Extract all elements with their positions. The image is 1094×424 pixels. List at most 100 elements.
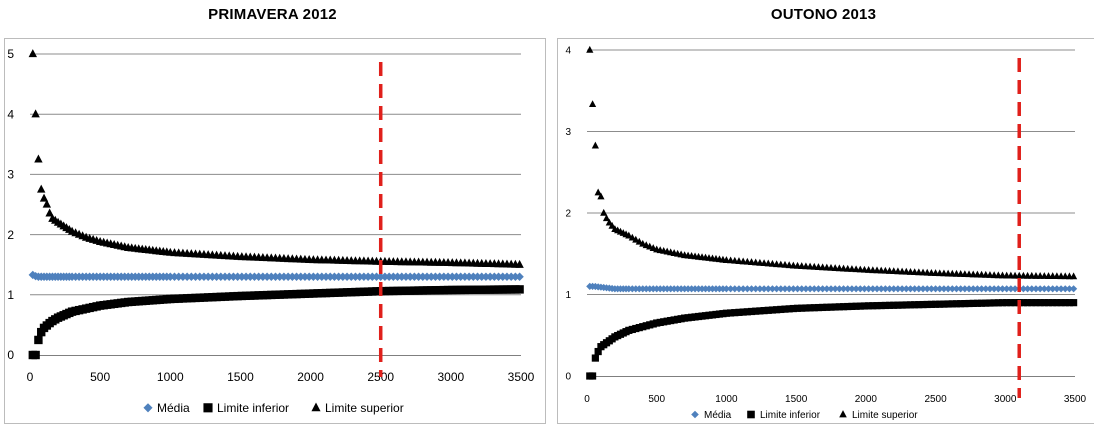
limite-superior-point xyxy=(600,208,608,216)
scatter-chart-outono: 0 1 2 3 4 0 500 1000 1500 2000 2500 3000 3500 Média Li… xyxy=(565,46,1086,422)
limite-superior-point xyxy=(625,231,633,239)
limite-inferior-point xyxy=(460,285,470,295)
x-tick-label: 500 xyxy=(648,394,665,405)
media-point xyxy=(952,285,961,293)
legend-label-superior: Limite superior xyxy=(852,410,918,421)
limite-inferior-point xyxy=(1036,299,1044,307)
limite-inferior-point xyxy=(927,300,935,308)
media-legend-marker xyxy=(143,403,153,413)
limite-inferior-point xyxy=(435,285,444,295)
limite-inferior-point xyxy=(856,302,864,310)
media-point xyxy=(1040,285,1048,293)
limite-superior-point xyxy=(602,214,611,222)
limite-inferior-point xyxy=(877,301,885,310)
limite-inferior-point xyxy=(393,286,402,296)
media-point xyxy=(1036,285,1044,293)
media-point xyxy=(806,285,814,293)
limite-inferior-point xyxy=(422,286,432,295)
limite-inferior-point xyxy=(490,285,499,294)
limite-inferior-point xyxy=(994,299,1002,307)
media-point xyxy=(977,285,986,293)
media-point xyxy=(380,272,390,281)
media-point xyxy=(885,285,894,293)
limite-inferior-point xyxy=(216,292,225,302)
y-tick-label: 2 xyxy=(7,228,14,242)
inferior-legend-marker xyxy=(747,410,755,419)
limite-inferior-point xyxy=(262,290,272,300)
media-point xyxy=(852,285,860,293)
limite-inferior-point xyxy=(1040,299,1048,307)
media-point xyxy=(199,272,209,281)
limite-inferior-point xyxy=(814,303,823,312)
media-point xyxy=(1028,285,1036,293)
media-point xyxy=(494,272,503,281)
limite-inferior-point xyxy=(317,289,326,298)
limite-inferior-point xyxy=(380,286,390,296)
legend: Média Limite inferior Limite superior xyxy=(691,410,918,421)
limite-inferior-point xyxy=(208,293,217,302)
limite-inferior-point xyxy=(330,288,339,297)
media-point xyxy=(431,272,440,281)
limite-inferior-point xyxy=(936,300,944,308)
limite-inferior-point xyxy=(739,308,747,316)
limite-inferior-point xyxy=(309,289,318,298)
media-point xyxy=(250,272,259,281)
limite-inferior-point xyxy=(464,285,474,295)
limite-inferior-point xyxy=(1061,299,1069,307)
media-point xyxy=(814,285,823,293)
media-legend-marker xyxy=(691,410,699,419)
media-point xyxy=(334,272,343,281)
media-point xyxy=(435,272,444,281)
media-point xyxy=(1049,285,1057,293)
media-point xyxy=(860,285,869,293)
limite-inferior-point xyxy=(931,300,940,308)
limite-superior-point xyxy=(635,237,643,245)
limite-inferior-point xyxy=(919,300,927,309)
limite-superior-point xyxy=(31,109,40,118)
media-point xyxy=(856,285,864,293)
media-point xyxy=(347,272,356,281)
limite-inferior-point xyxy=(494,285,503,294)
media-point xyxy=(485,272,495,281)
limite-inferior-point xyxy=(1011,299,1019,307)
media-point xyxy=(835,285,843,293)
limite-superior-point xyxy=(608,221,616,229)
media-point xyxy=(393,272,402,281)
limite-inferior-point xyxy=(777,305,785,314)
limite-inferior-point xyxy=(1053,299,1061,307)
limite-inferior-point xyxy=(368,287,377,296)
media-point xyxy=(178,272,188,281)
media-point xyxy=(839,285,848,293)
limite-inferior-point xyxy=(1023,299,1032,307)
limite-inferior-point xyxy=(414,286,423,295)
limite-inferior-point xyxy=(254,291,263,300)
limite-inferior-point xyxy=(802,304,810,312)
y-tick-label: 3 xyxy=(565,127,571,138)
media-point xyxy=(220,272,230,281)
media-point xyxy=(338,272,348,281)
limite-inferior-point xyxy=(313,289,322,298)
limite-inferior-point xyxy=(229,292,238,301)
limite-inferior-point xyxy=(241,291,251,301)
media-point xyxy=(1007,285,1015,293)
limite-inferior-point xyxy=(220,292,230,301)
limite-inferior-point xyxy=(890,301,898,309)
limite-inferior-point xyxy=(961,299,969,308)
media-point xyxy=(881,285,889,293)
media-point xyxy=(448,272,457,281)
media-point xyxy=(973,285,981,293)
series-limite-inferior xyxy=(586,299,1078,380)
media-point xyxy=(237,272,247,281)
media-point xyxy=(1032,285,1040,293)
limite-inferior-point xyxy=(304,289,314,298)
media-point xyxy=(944,285,952,293)
x-tick-label: 1000 xyxy=(715,394,738,405)
limite-inferior-point xyxy=(898,301,906,309)
media-point xyxy=(998,285,1007,293)
media-point xyxy=(405,272,415,281)
limite-inferior-point xyxy=(456,285,465,295)
limite-inferior-point xyxy=(1007,299,1015,307)
limite-inferior-point xyxy=(515,285,524,294)
limite-inferior-point xyxy=(410,286,419,295)
media-point xyxy=(288,272,297,281)
